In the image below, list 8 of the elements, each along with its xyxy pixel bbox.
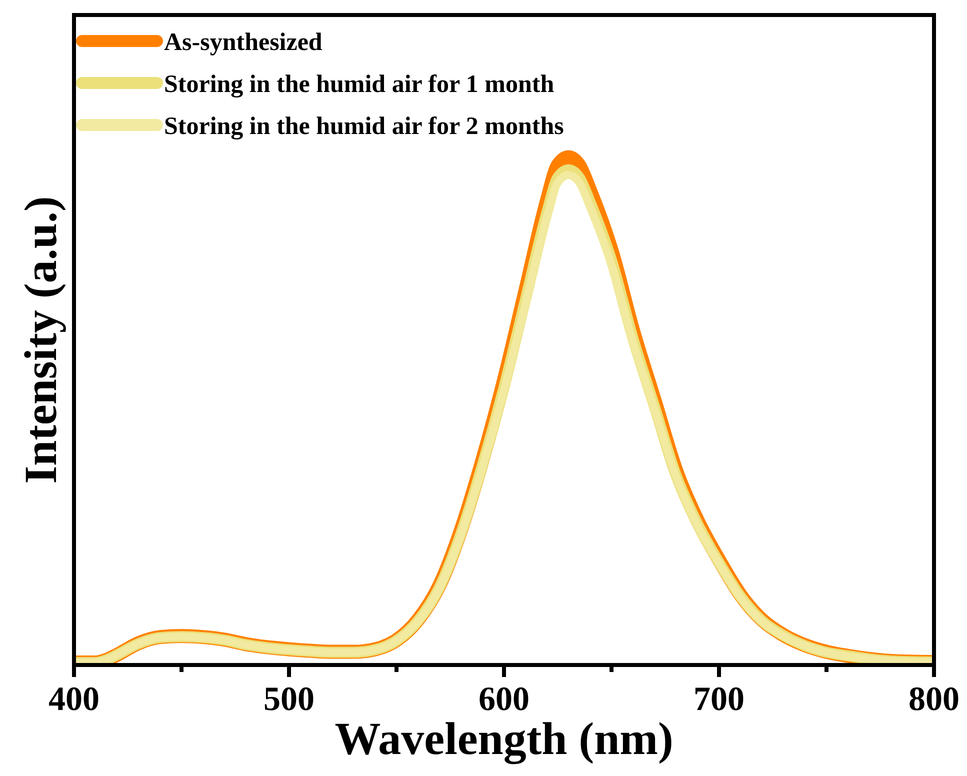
x-tick-label: 400 — [48, 681, 100, 718]
x-tick-label: 700 — [694, 681, 744, 718]
x-tick-label: 800 — [908, 681, 960, 718]
legend-label: Storing in the humid air for 2 months — [164, 113, 564, 140]
x-tick-label: 500 — [264, 681, 314, 718]
y-axis-title: Intensity (a.u.) — [15, 196, 66, 484]
legend-label: As-synthesized — [164, 29, 322, 56]
legend-label: Storing in the humid air for 1 month — [164, 71, 554, 98]
